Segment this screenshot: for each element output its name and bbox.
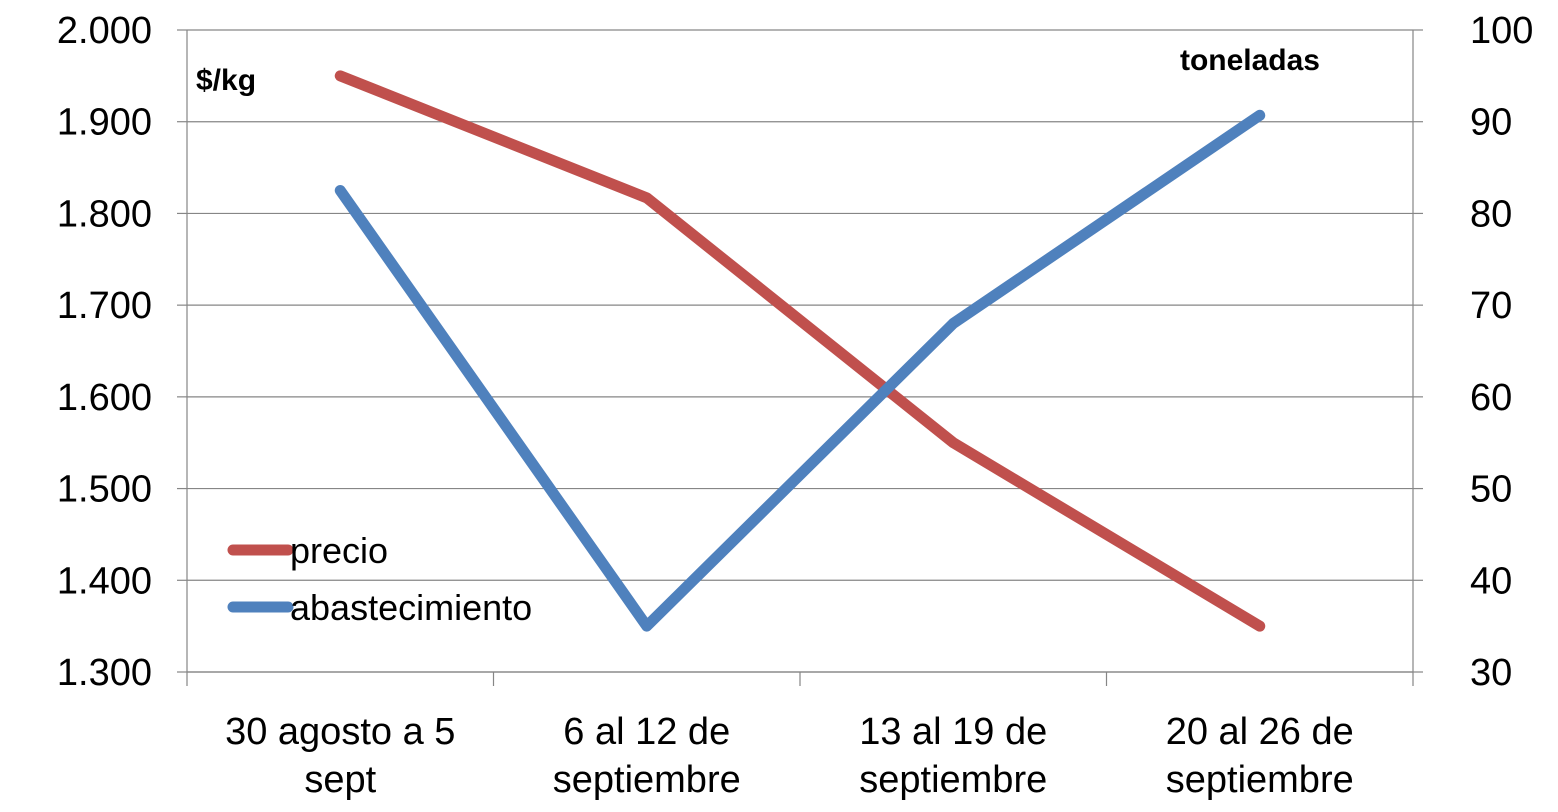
- category-label: 13 al 19 de septiembre: [859, 711, 1047, 801]
- left-tick-label: 2.000: [57, 10, 152, 52]
- series-line-abastecimiento: [334, 109, 1266, 632]
- right-tick-label: 30: [1470, 652, 1512, 694]
- legend-label-precio: precio: [290, 530, 388, 571]
- right-tick-label: 80: [1470, 193, 1512, 235]
- left-tick-label: 1.900: [57, 102, 152, 144]
- category-label: 6 al 12 de septiembre: [553, 711, 741, 801]
- left-tick-label: 1.400: [57, 560, 152, 602]
- legend: precio abastecimiento: [227, 530, 532, 628]
- left-axis-unit-label: $/kg: [196, 64, 256, 97]
- left-axis-ticks: 1.300 1.400 1.500 1.600 1.700 1.800 1.900 2.000: [57, 10, 152, 694]
- category-label: 20 al 26 de septiembre: [1166, 711, 1354, 801]
- right-tick-label: 60: [1470, 377, 1512, 419]
- right-axis-unit-label: toneladas: [1180, 44, 1320, 77]
- series-lines: [334, 70, 1266, 632]
- right-axis-ticks: 30 40 50 60 70 80 90 100: [1470, 10, 1533, 694]
- category-label: 30 agosto a 5 sept: [225, 711, 455, 801]
- right-tick-label: 40: [1470, 560, 1512, 602]
- legend-label-abastecimiento: abastecimiento: [290, 587, 532, 628]
- axes: [177, 29, 1423, 686]
- left-tick-label: 1.300: [57, 652, 152, 694]
- series-line-precio: [334, 70, 1266, 632]
- right-tick-label: 90: [1470, 102, 1512, 144]
- right-tick-label: 50: [1470, 469, 1512, 511]
- left-tick-label: 1.700: [57, 285, 152, 327]
- left-tick-label: 1.600: [57, 377, 152, 419]
- gridlines: [187, 29, 1413, 673]
- category-labels: 30 agosto a 5 sept 6 al 12 de septiembre 13 …: [225, 711, 1354, 801]
- right-tick-label: 70: [1470, 285, 1512, 327]
- left-tick-label: 1.500: [57, 469, 152, 511]
- right-tick-label: 100: [1470, 10, 1533, 52]
- left-tick-label: 1.800: [57, 193, 152, 235]
